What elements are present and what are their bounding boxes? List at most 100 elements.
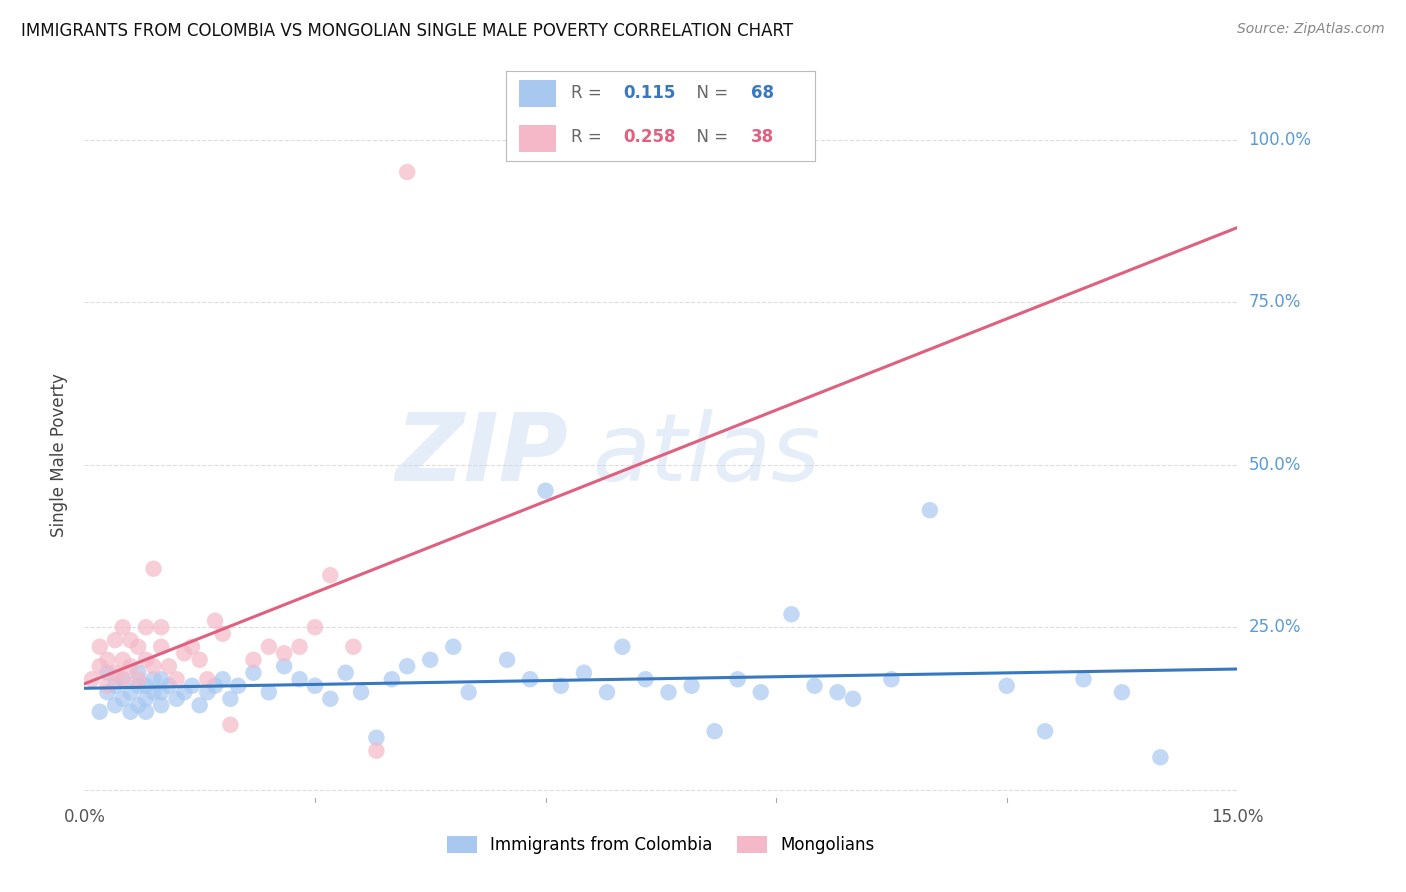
- Point: [135, 620, 157, 634]
- Point: [304, 620, 326, 634]
- Point: [681, 679, 703, 693]
- Point: [657, 685, 679, 699]
- Point: [219, 718, 242, 732]
- Point: [288, 672, 311, 686]
- Point: [104, 698, 127, 713]
- Point: [120, 659, 142, 673]
- Point: [572, 665, 595, 680]
- Bar: [519, 80, 555, 107]
- Point: [173, 646, 195, 660]
- Text: IMMIGRANTS FROM COLOMBIA VS MONGOLIAN SINGLE MALE POVERTY CORRELATION CHART: IMMIGRANTS FROM COLOMBIA VS MONGOLIAN SI…: [21, 22, 793, 40]
- Point: [780, 607, 803, 622]
- Point: [727, 672, 749, 686]
- Point: [342, 640, 364, 654]
- Point: [142, 685, 165, 699]
- Point: [166, 691, 188, 706]
- Point: [319, 568, 342, 582]
- Point: [1111, 685, 1133, 699]
- Point: [120, 705, 142, 719]
- Point: [273, 646, 295, 660]
- Point: [142, 672, 165, 686]
- Point: [135, 705, 157, 719]
- Point: [335, 665, 357, 680]
- Text: 68: 68: [751, 84, 773, 102]
- Text: 25.0%: 25.0%: [1249, 618, 1301, 636]
- Point: [842, 691, 865, 706]
- Point: [219, 691, 242, 706]
- Point: [211, 672, 233, 686]
- Point: [457, 685, 479, 699]
- Y-axis label: Single Male Poverty: Single Male Poverty: [51, 373, 69, 537]
- Point: [350, 685, 373, 699]
- Point: [135, 679, 157, 693]
- Point: [135, 691, 157, 706]
- Point: [111, 691, 134, 706]
- Point: [111, 672, 134, 686]
- Point: [366, 731, 388, 745]
- Point: [273, 659, 295, 673]
- Point: [188, 698, 211, 713]
- Point: [396, 659, 419, 673]
- Point: [204, 679, 226, 693]
- Point: [188, 653, 211, 667]
- Point: [150, 698, 173, 713]
- Point: [195, 672, 218, 686]
- Point: [150, 620, 173, 634]
- Point: [150, 685, 173, 699]
- Point: [496, 653, 519, 667]
- Point: [257, 685, 280, 699]
- Text: 38: 38: [751, 128, 773, 146]
- Point: [441, 640, 464, 654]
- Text: atlas: atlas: [592, 409, 820, 500]
- Point: [880, 672, 903, 686]
- Point: [181, 640, 204, 654]
- Point: [111, 672, 134, 686]
- Point: [550, 679, 572, 693]
- Point: [89, 705, 111, 719]
- Text: 0.258: 0.258: [624, 128, 676, 146]
- Point: [596, 685, 619, 699]
- Point: [396, 165, 419, 179]
- Point: [127, 665, 149, 680]
- Point: [995, 679, 1018, 693]
- Point: [96, 685, 118, 699]
- Point: [612, 640, 634, 654]
- Point: [195, 685, 218, 699]
- Legend: Immigrants from Colombia, Mongolians: Immigrants from Colombia, Mongolians: [440, 829, 882, 861]
- Point: [150, 672, 173, 686]
- Point: [366, 744, 388, 758]
- Point: [419, 653, 441, 667]
- Point: [257, 640, 280, 654]
- Bar: [519, 125, 555, 152]
- Point: [96, 665, 118, 680]
- Text: 0.115: 0.115: [624, 84, 676, 102]
- Point: [242, 665, 264, 680]
- Text: 100.0%: 100.0%: [1249, 130, 1312, 149]
- Point: [157, 659, 180, 673]
- Point: [918, 503, 941, 517]
- Point: [519, 672, 541, 686]
- Point: [104, 679, 127, 693]
- Point: [120, 633, 142, 648]
- Point: [150, 640, 173, 654]
- Text: N =: N =: [686, 128, 733, 146]
- Point: [127, 679, 149, 693]
- Point: [111, 620, 134, 634]
- Point: [80, 672, 103, 686]
- Text: 75.0%: 75.0%: [1249, 293, 1301, 311]
- Point: [381, 672, 404, 686]
- Text: Source: ZipAtlas.com: Source: ZipAtlas.com: [1237, 22, 1385, 37]
- Point: [104, 665, 127, 680]
- Text: R =: R =: [571, 84, 607, 102]
- Point: [96, 653, 118, 667]
- Point: [89, 659, 111, 673]
- Point: [96, 679, 118, 693]
- Point: [827, 685, 849, 699]
- Point: [181, 679, 204, 693]
- Point: [226, 679, 249, 693]
- Text: R =: R =: [571, 128, 607, 146]
- Point: [1073, 672, 1095, 686]
- Point: [304, 679, 326, 693]
- Point: [104, 633, 127, 648]
- Point: [1149, 750, 1171, 764]
